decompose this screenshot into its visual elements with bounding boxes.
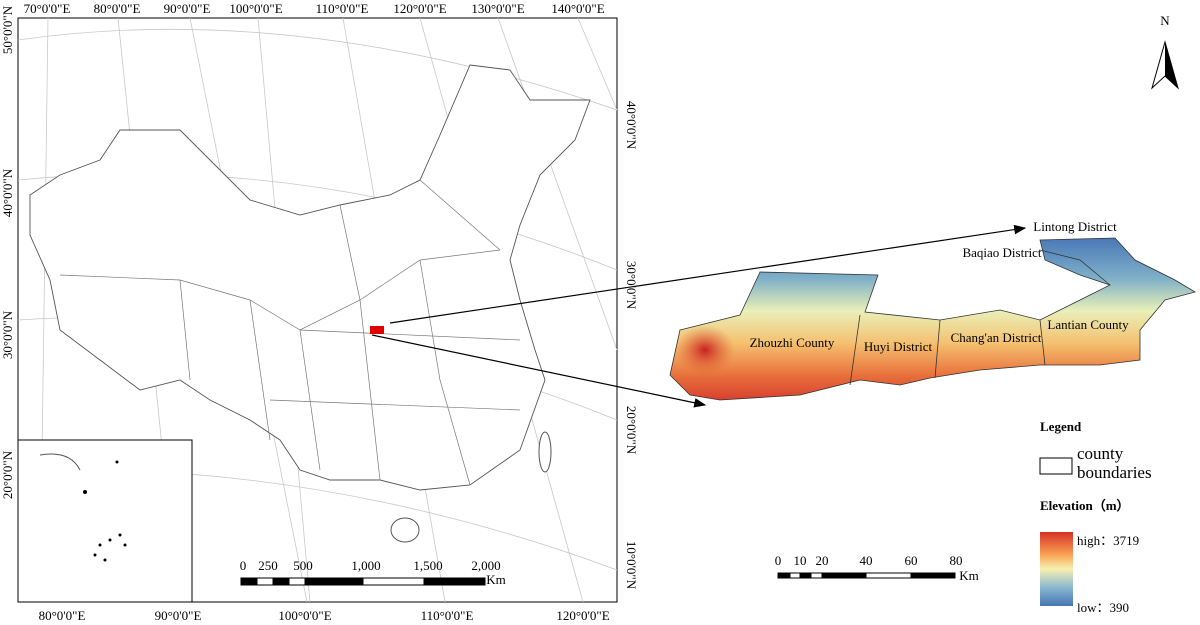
study-area-marker: [370, 326, 384, 334]
longitude-label: 100°0'0"E: [229, 1, 282, 16]
legend-swatch: [1039, 457, 1073, 475]
island: [390, 517, 420, 543]
longitude-label: 110°0'0"E: [421, 608, 474, 623]
district-label: Chang'an District: [951, 330, 1042, 345]
scale-unit: Km: [959, 568, 979, 583]
inset-islands: [83, 460, 127, 562]
scale-segment: [288, 577, 306, 586]
scale-segment: [272, 577, 290, 586]
longitude-label: 90°0'0"E: [164, 1, 211, 16]
scale-label: 10: [794, 553, 807, 568]
legend-title: Legend: [1040, 419, 1082, 434]
latitude-label: 10°0'0"N: [624, 541, 639, 590]
country-outline: [29, 64, 591, 491]
scale-segment: [821, 572, 867, 579]
scale-label: 1,000: [351, 558, 380, 573]
latitude-label: 30°0'0"N: [0, 310, 15, 359]
scale-label: 250: [258, 558, 278, 573]
scale-label: 20: [816, 553, 829, 568]
latitude-label: 40°0'0"N: [0, 168, 15, 217]
scale-segment: [910, 572, 956, 579]
district-label: Baqiao District: [962, 245, 1041, 260]
longitude-label: 80°0'0"E: [39, 608, 86, 623]
elevation-high: high：3719: [1077, 533, 1139, 548]
scale-label: 2,000: [471, 558, 500, 573]
scale-segment: [789, 572, 801, 579]
inset-map: [17, 439, 193, 603]
arrow: [371, 334, 707, 408]
legend-boundary-label: county boundaries: [1077, 444, 1152, 482]
district-label: Lintong District: [1033, 219, 1117, 234]
scale-segment: [777, 572, 791, 579]
district-label: Zhouzhi County: [750, 335, 835, 350]
elevation-ramp: [1040, 532, 1073, 606]
scale-unit: Km: [486, 572, 506, 587]
terrain-peak: [675, 325, 735, 375]
scale-segment: [240, 577, 258, 586]
scale-segment: [362, 577, 425, 586]
island: [538, 431, 552, 473]
county-boundaries: [849, 249, 1111, 386]
latitude-label: 20°0'0"N: [624, 406, 639, 455]
scale-label: 0: [240, 558, 247, 573]
scale-segment: [256, 577, 274, 586]
arrow: [389, 224, 1027, 324]
longitude-label: 120°0'0"E: [393, 1, 446, 16]
longitude-label: 100°0'0"E: [278, 608, 331, 623]
scale-segment: [304, 577, 364, 586]
north-arrow-shade: [1165, 42, 1178, 88]
province-boundaries: [59, 179, 521, 486]
longitude-label: 90°0'0"E: [155, 608, 202, 623]
latitude-label: 30°0'0"N: [624, 261, 639, 310]
longitude-label: 80°0'0"E: [94, 1, 141, 16]
scale-label: 1,500: [413, 558, 442, 573]
scale-segment: [799, 572, 812, 579]
district-label: Huyi District: [864, 339, 933, 354]
latitude-label: 50°0'0"N: [0, 5, 15, 54]
inset-coast: [39, 453, 81, 471]
scale-label: 500: [293, 558, 313, 573]
north-label: N: [1160, 13, 1170, 28]
district-label: Lantian County: [1047, 317, 1129, 332]
scale-label: 40: [860, 553, 873, 568]
latitude-label: 40°0'0"N: [624, 101, 639, 150]
longitude-label: 130°0'0"E: [471, 1, 524, 16]
longitude-label: 70°0'0"E: [24, 1, 71, 16]
scale-segment: [865, 572, 912, 579]
scale-label: 80: [950, 553, 963, 568]
longitude-label: 110°0'0"E: [316, 1, 369, 16]
longitude-label: 120°0'0"E: [556, 608, 609, 623]
scale-label: 0: [775, 553, 782, 568]
scale-segment: [423, 577, 486, 586]
elevation-low: low：390: [1077, 600, 1129, 615]
longitude-label: 140°0'0"E: [551, 1, 604, 16]
latitude-label: 20°0'0"N: [0, 450, 15, 499]
scale-label: 60: [905, 553, 918, 568]
elevation-title: Elevation（m）: [1040, 498, 1130, 513]
scale-segment: [810, 572, 823, 579]
